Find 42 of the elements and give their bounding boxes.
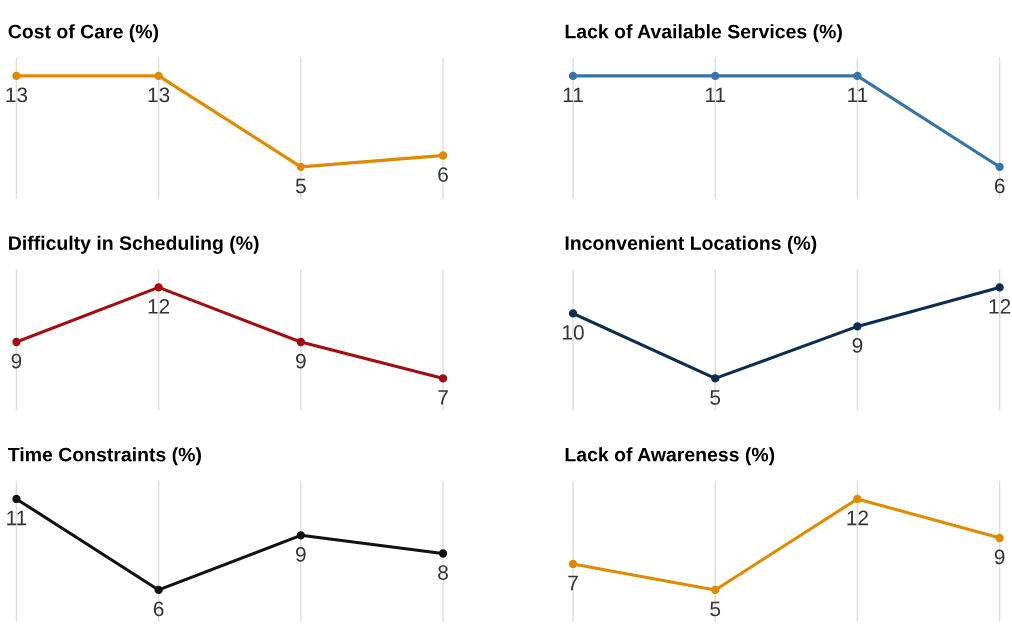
point [995,533,1004,543]
data-label: 6 [438,167,448,182]
data-label: 11 [848,87,868,103]
data-label: 12 [148,299,170,314]
data-label: 9 [852,338,863,353]
point [438,549,448,558]
data-label: 9 [296,547,306,562]
data-label: 10 [563,325,584,340]
data-label: 6 [153,601,164,617]
data-label: 5 [710,601,721,617]
data-label: 11 [563,87,583,103]
data-label: 7 [438,390,448,405]
chart-title: Lack of Awareness (%) [565,447,775,466]
point [853,322,862,331]
chart-title: Difficulty in Scheduling (%) [9,235,259,254]
chart-title: Lack of Available Services (%) [565,24,842,43]
data-label: 5 [710,390,721,405]
data-label: 12 [989,299,1011,314]
point [711,374,720,383]
data-label: 11 [705,87,726,103]
point [995,283,1004,292]
data-label: 9 [11,353,22,369]
data-label: 5 [295,178,306,194]
point [853,494,862,504]
chart-title: Inconvenient Locations (%) [565,235,817,254]
point [568,309,578,318]
chart-title: Cost of Care (%) [8,24,159,43]
data-label: 8 [438,565,448,580]
point [12,494,21,504]
data-label: 12 [847,510,868,526]
data-label: 11 [7,510,27,526]
point [154,585,163,595]
data-label: 9 [296,353,306,369]
data-label: 6 [994,178,1005,194]
data-label: 13 [148,87,170,103]
chart-title: Time Constraints (%) [8,447,201,466]
data-label: 9 [994,549,1005,565]
point [296,531,305,540]
data-label: 7 [568,575,578,591]
point [711,585,720,595]
point [568,559,578,569]
data-label: 13 [6,87,28,103]
